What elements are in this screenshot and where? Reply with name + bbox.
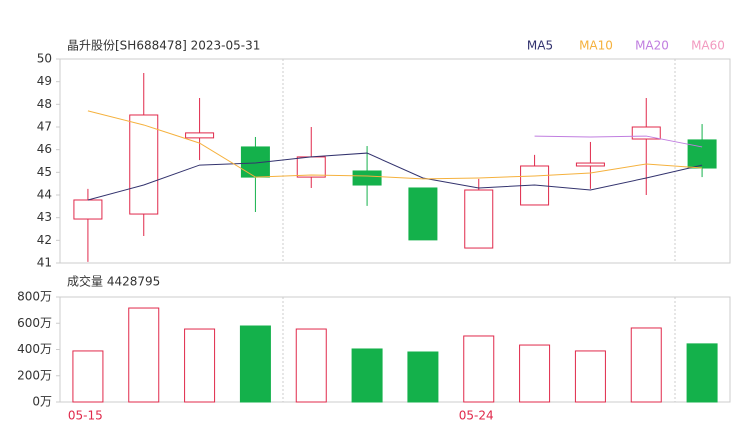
volume-bar xyxy=(351,348,383,403)
x-tick-label: 05-15 xyxy=(68,409,103,423)
y-tick-label: 800万 xyxy=(17,290,52,304)
volume-bar xyxy=(295,328,327,403)
y-tick-label: 0万 xyxy=(32,395,52,409)
y-tick-label: 43 xyxy=(37,210,52,224)
volume-bar xyxy=(463,335,495,403)
volume-title: 成交量 4428795 xyxy=(67,274,160,289)
volume-bar xyxy=(407,351,439,403)
volume-bar xyxy=(686,343,718,403)
ma-line xyxy=(87,152,703,201)
legend-entry: MA5 xyxy=(527,39,553,53)
volume-bar xyxy=(184,328,216,403)
candle-body xyxy=(73,199,103,220)
candle-body xyxy=(129,114,159,215)
y-tick-label: 48 xyxy=(37,97,52,111)
y-tick-label: 49 xyxy=(37,74,52,88)
y-tick-label: 400万 xyxy=(17,342,52,356)
candle-body xyxy=(296,156,326,178)
volume-bar xyxy=(519,344,551,403)
y-tick-label: 50 xyxy=(37,52,52,66)
candle-body xyxy=(464,189,494,249)
candle-body xyxy=(687,139,717,169)
volume-frame xyxy=(59,296,731,403)
candle-body xyxy=(631,126,661,140)
legend-entry: MA20 xyxy=(635,39,669,53)
candle-body xyxy=(575,162,605,167)
chart-title: 晶升股份[SH688478] 2023-05-31 xyxy=(67,39,260,53)
y-tick-label: 200万 xyxy=(17,368,52,382)
y-tick-label: 44 xyxy=(37,188,52,202)
y-tick-label: 41 xyxy=(37,256,52,270)
volume-bar xyxy=(574,350,606,403)
legend-entry: MA10 xyxy=(579,39,613,53)
volume-bar xyxy=(630,327,662,403)
y-tick-label: 600万 xyxy=(17,316,52,330)
candle-body xyxy=(352,170,382,186)
candle-body xyxy=(185,132,215,139)
y-tick-label: 45 xyxy=(37,165,52,179)
y-tick-label: 42 xyxy=(37,233,52,247)
y-tick-label: 47 xyxy=(37,120,52,134)
volume-bar xyxy=(72,350,104,403)
legend-entry: MA60 xyxy=(691,39,725,53)
volume-bar xyxy=(239,325,271,403)
price-frame xyxy=(59,58,731,264)
candle-body xyxy=(408,187,438,241)
ma-line xyxy=(534,135,703,148)
x-tick-label: 05-24 xyxy=(459,409,494,423)
y-tick-label: 46 xyxy=(37,142,52,156)
ma-line xyxy=(87,110,703,180)
volume-bar xyxy=(128,307,160,403)
